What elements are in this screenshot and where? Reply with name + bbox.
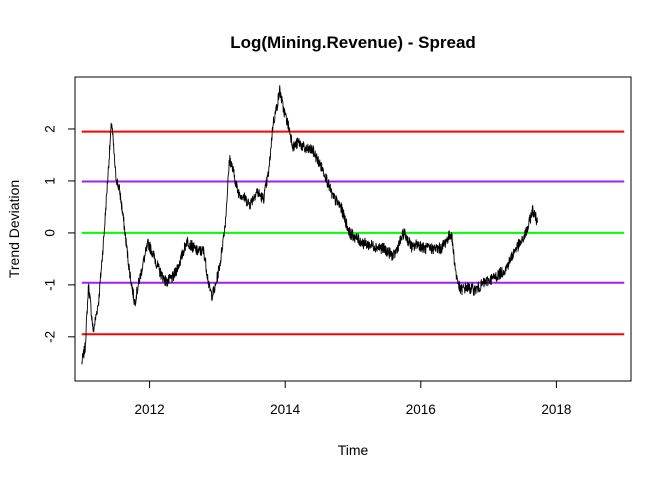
y-tick-label: 2 <box>43 125 58 133</box>
y-tick-label: 1 <box>43 177 58 185</box>
x-tick-label: 2018 <box>541 402 571 417</box>
y-tick-label: -1 <box>43 279 58 291</box>
y-axis: -2 -1 0 1 2 <box>43 125 76 343</box>
x-axis-label: Time <box>338 442 369 458</box>
y-tick-label: 0 <box>43 229 58 237</box>
plot-frame <box>74 76 632 382</box>
y-tick-label: -2 <box>43 331 58 343</box>
x-tick-label: 2016 <box>406 402 436 417</box>
series-line <box>81 85 538 365</box>
x-tick-label: 2014 <box>270 402 301 417</box>
x-axis: 2012 2014 2016 2018 <box>135 380 571 417</box>
x-tick-label: 2012 <box>135 402 165 417</box>
chart-title: Log(Mining.Revenue) - Spread <box>230 33 476 52</box>
y-axis-label: Trend Deviation <box>6 180 22 278</box>
